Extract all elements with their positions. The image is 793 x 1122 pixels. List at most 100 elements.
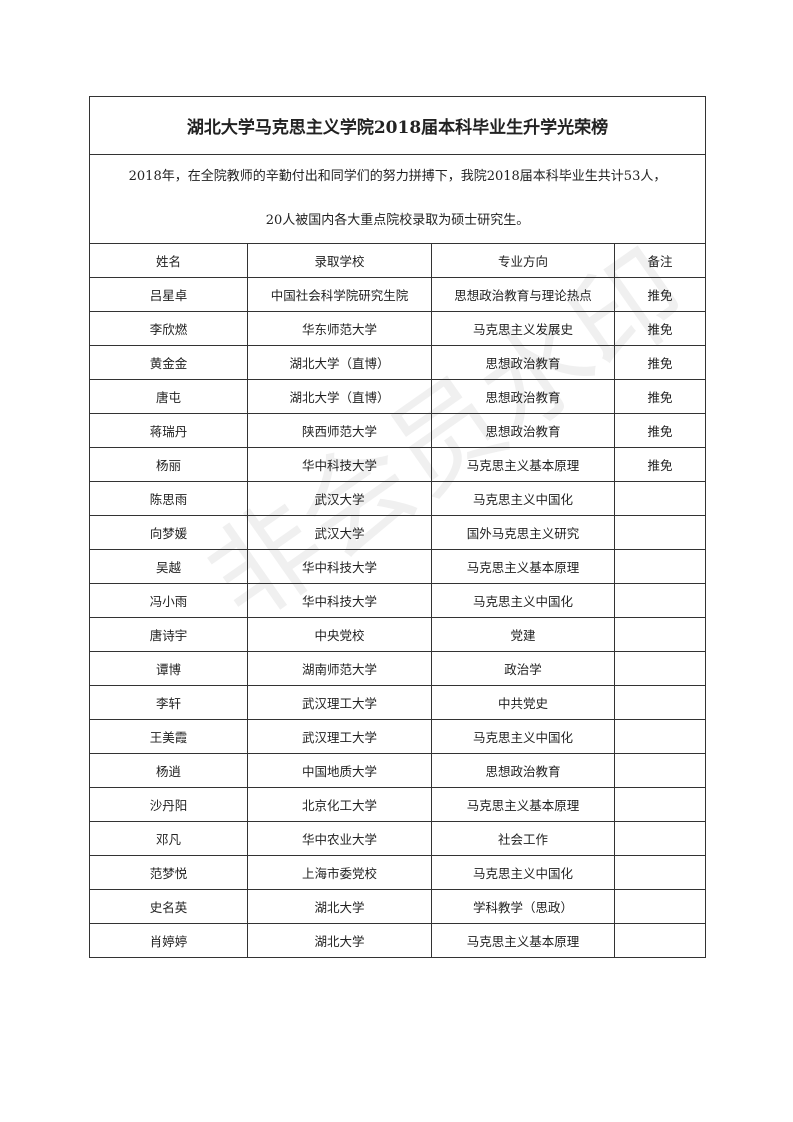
- cell: 马克思主义基本原理: [431, 549, 615, 584]
- data-row: 唐诗宇 中央党校 党建: [89, 617, 707, 652]
- cell: 中国社会科学院研究生院: [247, 277, 432, 312]
- cell: 马克思主义基本原理: [431, 447, 615, 482]
- cell: 思想政治教育: [431, 345, 615, 380]
- cell: 肖婷婷: [89, 923, 248, 958]
- cell: 中共党史: [431, 685, 615, 720]
- header-cell: 专业方向: [431, 243, 615, 278]
- cell: 国外马克思主义研究: [431, 515, 615, 550]
- data-row: 吕星卓 中国社会科学院研究生院 思想政治教育与理论热点 推免: [89, 277, 707, 312]
- data-row: 李轩 武汉理工大学 中共党史: [89, 685, 707, 720]
- cell: 推免: [613, 345, 707, 380]
- data-row: 向梦媛 武汉大学 国外马克思主义研究: [89, 515, 707, 550]
- cell: [613, 821, 707, 856]
- cell: 推免: [613, 277, 707, 312]
- cell: 马克思主义基本原理: [431, 787, 615, 822]
- cell: 王美霞: [89, 719, 248, 754]
- cell: 马克思主义中国化: [431, 855, 615, 890]
- data-row: 杨丽 华中科技大学 马克思主义基本原理 推免: [89, 447, 707, 482]
- data-row: 肖婷婷 湖北大学 马克思主义基本原理: [89, 923, 707, 958]
- table-body: 湖北大学马克思主义学院2018届本科毕业生升学光荣榜 2018年，在全院教师的辛…: [88, 96, 707, 958]
- intro: 2018年，在全院教师的辛勤付出和同学们的努力拼搏下，我院2018届本科毕业生共…: [88, 154, 707, 244]
- cell: [613, 889, 707, 924]
- data-row: 陈思雨 武汉大学 马克思主义中国化: [89, 481, 707, 516]
- header-cell: 姓名: [89, 243, 248, 278]
- cell: 范梦悦: [89, 855, 248, 890]
- cell: 杨丽: [89, 447, 248, 482]
- cell: 马克思主义基本原理: [431, 923, 615, 958]
- cell: 沙丹阳: [89, 787, 248, 822]
- cell: 湖北大学（直博）: [247, 379, 432, 414]
- cell: [613, 617, 707, 652]
- cell: 吕星卓: [89, 277, 248, 312]
- cell: [613, 787, 707, 822]
- cell: 湖北大学: [247, 889, 432, 924]
- cell: 武汉大学: [247, 515, 432, 550]
- cell: 唐屯: [89, 379, 248, 414]
- data-row: 范梦悦 上海市委党校 马克思主义中国化: [89, 855, 707, 890]
- cell: 北京化工大学: [247, 787, 432, 822]
- cell: [613, 923, 707, 958]
- cell: 吴越: [89, 549, 248, 584]
- cell: 武汉大学: [247, 481, 432, 516]
- honor-table: 湖北大学马克思主义学院2018届本科毕业生升学光荣榜 2018年，在全院教师的辛…: [88, 96, 707, 958]
- cell: [613, 549, 707, 584]
- header-cell: 备注: [613, 243, 707, 278]
- cell: 华中科技大学: [247, 583, 432, 618]
- cell: 推免: [613, 413, 707, 448]
- cell: 陈思雨: [89, 481, 248, 516]
- cell: 湖北大学（直博）: [247, 345, 432, 380]
- cell: 华中农业大学: [247, 821, 432, 856]
- cell: 推免: [613, 379, 707, 414]
- cell: 谭博: [89, 651, 248, 686]
- title-row: 湖北大学马克思主义学院2018届本科毕业生升学光荣榜: [88, 96, 707, 155]
- cell: 李欣燃: [89, 311, 248, 346]
- cell: 华东师范大学: [247, 311, 432, 346]
- cell: 推免: [613, 311, 707, 346]
- data-row: 蒋瑞丹 陕西师范大学 思想政治教育 推免: [89, 413, 707, 448]
- cell: 武汉理工大学: [247, 719, 432, 754]
- header-cell: 录取学校: [247, 243, 432, 278]
- cell: 唐诗宇: [89, 617, 248, 652]
- cell: 湖北大学: [247, 923, 432, 958]
- cell: 蒋瑞丹: [89, 413, 248, 448]
- cell: 华中科技大学: [247, 447, 432, 482]
- cell: 邓凡: [89, 821, 248, 856]
- cell: 史名英: [89, 889, 248, 924]
- data-row: 吴越 华中科技大学 马克思主义基本原理: [89, 549, 707, 584]
- intro-row: 2018年，在全院教师的辛勤付出和同学们的努力拼搏下，我院2018届本科毕业生共…: [88, 154, 707, 244]
- cell: [613, 753, 707, 788]
- cell: 思想政治教育: [431, 379, 615, 414]
- data-row: 黄金金 湖北大学（直博） 思想政治教育 推免: [89, 345, 707, 380]
- cell: 社会工作: [431, 821, 615, 856]
- intro-line: 2018年，在全院教师的辛勤付出和同学们的努力拼搏下，我院2018届本科毕业生共…: [128, 169, 667, 184]
- data-row: 邓凡 华中农业大学 社会工作: [89, 821, 707, 856]
- cell: 上海市委党校: [247, 855, 432, 890]
- cell: 马克思主义中国化: [431, 481, 615, 516]
- data-row: 沙丹阳 北京化工大学 马克思主义基本原理: [89, 787, 707, 822]
- cell: 马克思主义发展史: [431, 311, 615, 346]
- cell: [613, 685, 707, 720]
- cell: 向梦媛: [89, 515, 248, 550]
- cell: 思想政治教育: [431, 753, 615, 788]
- cell: [613, 481, 707, 516]
- cell: 政治学: [431, 651, 615, 686]
- cell: 湖南师范大学: [247, 651, 432, 686]
- cell: 中央党校: [247, 617, 432, 652]
- intro-line: 20人被国内各大重点院校录取为硕士研究生。: [265, 213, 530, 228]
- cell: 黄金金: [89, 345, 248, 380]
- cell: [613, 651, 707, 686]
- cell: 马克思主义中国化: [431, 719, 615, 754]
- cell: [613, 719, 707, 754]
- cell: 李轩: [89, 685, 248, 720]
- header-row: 姓名 录取学校 专业方向 备注: [89, 243, 707, 278]
- cell: 武汉理工大学: [247, 685, 432, 720]
- cell: 中国地质大学: [247, 753, 432, 788]
- cell: 推免: [613, 447, 707, 482]
- data-row: 史名英 湖北大学 学科教学（思政）: [89, 889, 707, 924]
- data-row: 谭博 湖南师范大学 政治学: [89, 651, 707, 686]
- cell: 党建: [431, 617, 615, 652]
- title: 湖北大学马克思主义学院2018届本科毕业生升学光荣榜: [88, 96, 707, 155]
- cell: [613, 855, 707, 890]
- cell: 冯小雨: [89, 583, 248, 618]
